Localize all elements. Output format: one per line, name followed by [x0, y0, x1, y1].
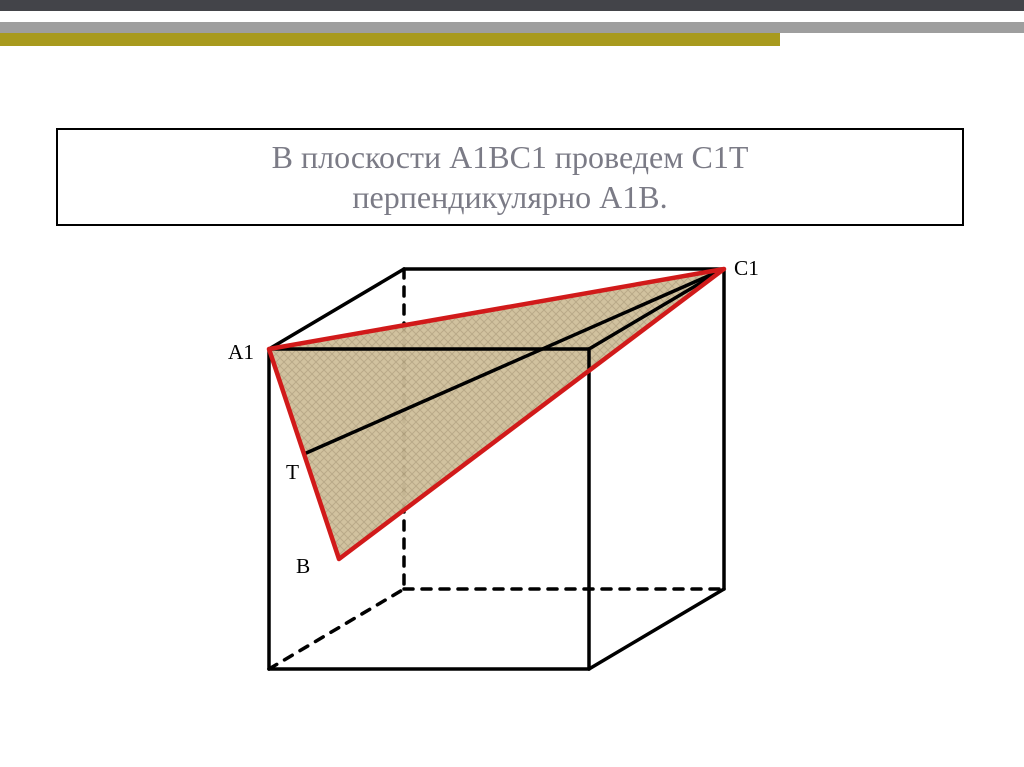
- header-bar-2: [0, 11, 1024, 22]
- title-line-2: перпендикулярно А1В.: [352, 177, 667, 217]
- title-frame: В плоскости А1ВС1 проведем С1T перпендик…: [56, 128, 964, 226]
- vertex-label-B: В: [296, 554, 310, 579]
- header-bar-3: [0, 22, 1024, 33]
- header-accent: [0, 33, 780, 46]
- header-bars: [0, 0, 1024, 33]
- header-bar-1: [0, 0, 1024, 11]
- vertex-label-C1: С1: [734, 256, 759, 281]
- cube-diagram: А1 С1 Т В: [224, 254, 784, 724]
- title-line-1: В плоскости А1ВС1 проведем С1T: [272, 137, 749, 177]
- vertex-label-T: Т: [286, 460, 299, 485]
- vertex-label-A1: А1: [228, 340, 254, 365]
